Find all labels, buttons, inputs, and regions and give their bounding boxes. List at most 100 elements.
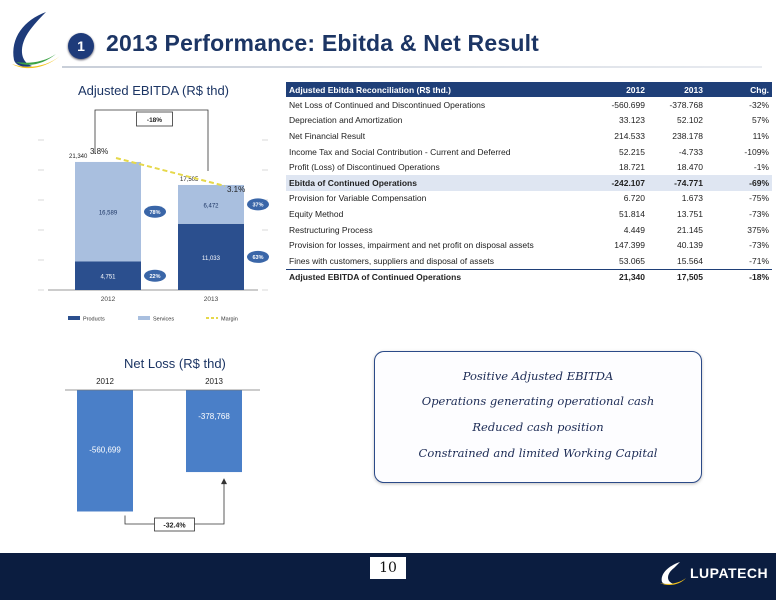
page-number: 10	[370, 557, 406, 579]
ebitda-reconciliation-table: Adjusted Ebitda Reconciliation (R$ thd.)…	[286, 82, 772, 286]
services-share-badge	[247, 198, 269, 211]
cell-2012: 6.720	[623, 193, 645, 204]
table-row: Net Financial Result 214.533 238.178 11%	[286, 128, 772, 144]
table-row: Fines with customers, suppliers and disp…	[286, 253, 772, 269]
change-badge	[154, 517, 195, 532]
table-row: Provision for Variable Compensation 6.720…	[286, 191, 772, 207]
column-header-2012: 2012	[584, 82, 648, 97]
cell-2012: 18.721	[619, 162, 645, 173]
total-value-label: 17,505	[180, 177, 199, 183]
legend-label: Products	[83, 317, 105, 323]
x-category-label: 2012	[96, 377, 114, 386]
products-share-label: 22%	[149, 274, 160, 280]
bar-services-2013	[178, 184, 244, 224]
cell-chg: 57%	[751, 115, 769, 126]
change-label: -18%	[147, 117, 162, 124]
change-label: -32.4%	[163, 523, 186, 530]
table-row: Net Loss of Continued and Discontinued O…	[286, 97, 772, 113]
change-badge	[136, 111, 173, 127]
cell-2013: 15.564	[677, 255, 703, 266]
legend-label: Margin	[221, 317, 238, 323]
table-row: Income Tax and Social Contribution - Cur…	[286, 144, 772, 160]
column-header-2013: 2013	[648, 82, 706, 97]
highlight-line: Operations generating operational cash	[421, 394, 655, 408]
change-bracket	[94, 109, 209, 171]
services-share-label: 37%	[252, 203, 263, 209]
highlight-line: Reduced cash position	[472, 420, 604, 434]
x-category-label: 2013	[204, 296, 219, 303]
cell-chg: 375%	[747, 224, 769, 235]
products-value-label: 4,751	[100, 275, 116, 281]
row-label: Depreciation and Amortization	[289, 115, 403, 126]
x-category-label: 2012	[101, 296, 116, 303]
highlight-line: Positive Adjusted EBITDA	[462, 369, 614, 383]
cell-2013: 17,505	[648, 268, 706, 286]
ebitda-chart-title: Adjusted EBITDA (R$ thd)	[78, 83, 230, 98]
table-row: Ebitda of Continued Operations -242.107 -7…	[286, 174, 772, 191]
table-row: Restructuring Process 4.449 21.145 375%	[286, 222, 772, 238]
net-loss-value-label: -560,699	[89, 446, 121, 455]
table-row: Provision for losses, impairment and net…	[286, 237, 772, 253]
margin-line	[115, 157, 226, 187]
products-share-label: 63%	[252, 255, 263, 261]
table-row: Equity Method 51.814 13.751 -73%	[286, 206, 772, 222]
brand-wordmark: LUPATECH	[690, 565, 769, 581]
cell-2012: 214.533	[614, 130, 645, 141]
row-label: Net Loss of Continued and Discontinued O…	[289, 99, 486, 110]
ebitda-stacked-bar-chart: 4,751 16,589 21,340 2012 78% 22% 11,033 6,472 17…	[38, 109, 269, 323]
cell-2012: 52.215	[619, 146, 645, 157]
cell-2013: 1.673	[681, 193, 703, 204]
net-loss-value-label: -378,768	[198, 412, 230, 421]
cell-chg: -73%	[749, 240, 769, 251]
arrow-up-icon	[221, 478, 227, 485]
net-loss-bar-2012	[77, 390, 133, 512]
cell-2012: -560.699	[611, 99, 645, 110]
cell-2013: 238.178	[672, 130, 703, 141]
cell-2013: 52.102	[677, 115, 703, 126]
cell-chg: -32%	[749, 99, 769, 110]
cell-chg: -18%	[706, 268, 772, 286]
cell-2013: -74.771	[648, 174, 706, 191]
net-loss-chart-title: Net Loss (R$ thd)	[124, 356, 226, 371]
row-label: Ebitda of Continued Operations	[286, 174, 584, 191]
column-header-label: Adjusted Ebitda Reconciliation (R$ thd.)	[286, 82, 584, 97]
cell-2012: -242.107	[584, 174, 648, 191]
highlights-box: Positive Adjusted EBITDA Operations gene…	[374, 351, 702, 483]
title-divider	[62, 66, 762, 68]
net-loss-bar-chart: 2012 -560,699 2013 -378,768 -32.4%	[65, 377, 260, 532]
bar-products-2013	[178, 223, 244, 290]
cell-2013: -378.768	[669, 99, 703, 110]
cell-chg: -69%	[706, 174, 772, 191]
page-title: 2013 Performance: Ebitda & Net Result	[106, 30, 540, 56]
column-header-chg: Chg.	[706, 82, 772, 97]
row-label: Provision for losses, impairment and net…	[289, 240, 534, 251]
products-share-badge	[247, 250, 269, 263]
row-label: Fines with customers, suppliers and disp…	[289, 255, 495, 266]
table-row: Adjusted EBITDA of Continued Operations 2…	[286, 268, 772, 286]
cell-2012: 21,340	[584, 268, 648, 286]
row-label: Equity Method	[289, 208, 344, 219]
bar-products-2012	[75, 261, 141, 290]
section-number-badge: 1	[68, 33, 94, 59]
total-value-label: 21,340	[69, 154, 88, 160]
cell-2013: 40.139	[677, 240, 703, 251]
row-label: Income Tax and Social Contribution - Cur…	[289, 146, 511, 157]
cell-2013: 21.145	[677, 224, 703, 235]
row-label: Profit (Loss) of Discontinued Operations	[289, 162, 440, 173]
cell-chg: -73%	[749, 208, 769, 219]
legend-label: Services	[153, 317, 174, 323]
highlight-line: Constrained and limited Working Capital	[418, 446, 658, 460]
x-category-label: 2013	[205, 377, 223, 386]
net-loss-bar-2013	[186, 390, 242, 473]
row-label: Restructuring Process	[289, 224, 373, 235]
row-label: Net Financial Result	[289, 130, 366, 141]
cell-2012: 33.123	[619, 115, 645, 126]
cell-chg: -109%	[744, 146, 769, 157]
lupatech-logo-icon	[660, 562, 686, 586]
cell-chg: -71%	[749, 255, 769, 266]
cell-chg: 11%	[752, 130, 769, 141]
products-value-label: 11,033	[202, 256, 221, 262]
cell-2013: 13.751	[677, 208, 703, 219]
bar-services-2012	[75, 161, 141, 262]
row-label: Adjusted EBITDA of Continued Operations	[286, 268, 584, 286]
